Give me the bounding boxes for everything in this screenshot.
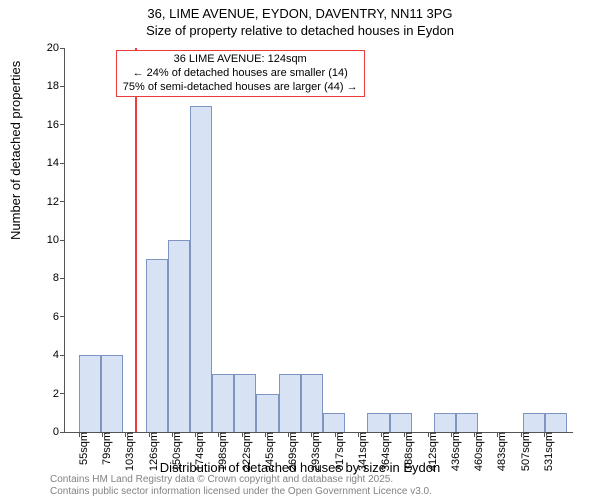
- histogram-plot: 0246810121416182055sqm79sqm103sqm126sqm1…: [64, 48, 573, 433]
- y-tick-label: 18: [47, 80, 65, 92]
- annotation-line: ← 24% of detached houses are smaller (14…: [123, 67, 358, 81]
- histogram-bar: [301, 374, 323, 432]
- annotation-line: 36 LIME AVENUE: 124sqm: [123, 53, 358, 67]
- histogram-bar: [279, 374, 301, 432]
- y-tick-label: 16: [47, 119, 65, 131]
- y-tick-label: 0: [53, 426, 65, 438]
- histogram-bar: [190, 106, 212, 432]
- y-tick-label: 20: [47, 42, 65, 54]
- histogram-bar: [212, 374, 234, 432]
- chart-title: 36, LIME AVENUE, EYDON, DAVENTRY, NN11 3…: [0, 0, 600, 40]
- y-tick-label: 14: [47, 157, 65, 169]
- histogram-bar: [545, 413, 567, 432]
- title-line1: 36, LIME AVENUE, EYDON, DAVENTRY, NN11 3…: [147, 6, 452, 21]
- histogram-bar: [146, 259, 168, 432]
- histogram-bar: [523, 413, 545, 432]
- histogram-bar: [390, 413, 412, 432]
- y-tick-label: 2: [53, 388, 65, 400]
- annotation-line: 75% of semi-detached houses are larger (…: [123, 81, 358, 95]
- property-marker-line: [135, 48, 137, 432]
- histogram-bar: [101, 355, 123, 432]
- histogram-bar: [256, 394, 278, 432]
- footer-attribution: Contains HM Land Registry data © Crown c…: [50, 474, 432, 498]
- histogram-bar: [434, 413, 456, 432]
- y-tick-label: 10: [47, 234, 65, 246]
- annotation-box: 36 LIME AVENUE: 124sqm← 24% of detached …: [116, 50, 365, 97]
- histogram-bar: [234, 374, 256, 432]
- histogram-bar: [367, 413, 389, 432]
- y-tick-label: 8: [53, 272, 65, 284]
- histogram-bar: [323, 413, 345, 432]
- title-line2: Size of property relative to detached ho…: [146, 23, 454, 38]
- histogram-bar: [79, 355, 101, 432]
- y-tick-label: 4: [53, 349, 65, 361]
- histogram-bar: [168, 240, 190, 432]
- footer-line2: Contains public sector information licen…: [50, 486, 432, 497]
- y-tick-label: 12: [47, 196, 65, 208]
- footer-line1: Contains HM Land Registry data © Crown c…: [50, 474, 393, 485]
- y-axis-label: Number of detached properties: [8, 61, 23, 240]
- y-tick-label: 6: [53, 311, 65, 323]
- histogram-bar: [456, 413, 478, 432]
- x-axis-label: Distribution of detached houses by size …: [0, 460, 600, 475]
